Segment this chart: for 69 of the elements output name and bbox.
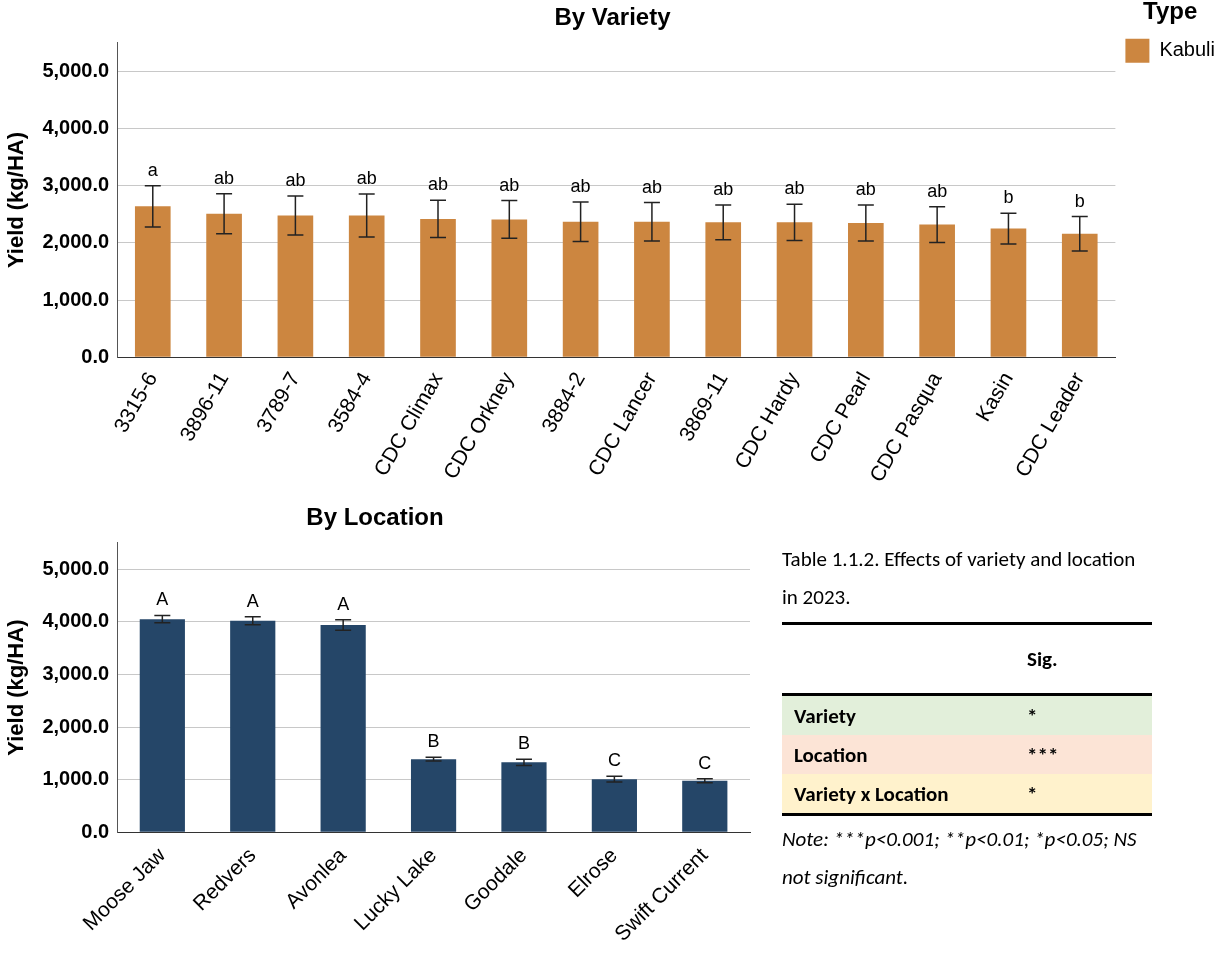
- category-label: Variety x Location: [794, 780, 949, 807]
- y-tick-label: 1,000.0: [42, 767, 110, 790]
- text: *: [1027, 780, 1038, 807]
- annotation: b: [1003, 187, 1014, 208]
- chart-title: By Variety: [554, 3, 672, 31]
- annotation: ab: [427, 174, 449, 195]
- bar: [420, 218, 456, 357]
- legend-label: Kabuli: [1159, 38, 1216, 61]
- bar: [348, 215, 385, 357]
- y-tick-label: 4,000.0: [42, 116, 110, 139]
- annotation: C: [607, 750, 621, 771]
- annotation: B: [427, 731, 440, 752]
- bar: [705, 222, 742, 357]
- category-label: Variety: [794, 702, 856, 729]
- category-label: Sig.: [1027, 646, 1058, 672]
- y-tick-label: 2,000.0: [42, 714, 110, 737]
- y-axis-title: Yield (kg/HA): [3, 619, 29, 756]
- bar: [139, 619, 185, 832]
- bar: [848, 222, 884, 357]
- annotation: A: [156, 589, 169, 610]
- annotation: ab: [214, 167, 235, 188]
- text: *: [1027, 702, 1038, 729]
- bar: [682, 780, 728, 832]
- annotation: a: [147, 159, 159, 180]
- y-tick-label: 0.0: [81, 819, 110, 842]
- annotation: ab: [927, 180, 948, 201]
- annotation: ab: [855, 178, 876, 199]
- bar: [491, 219, 528, 357]
- bar: [230, 620, 276, 832]
- text: Note: ***p<0.001; **p<0.01; *p<0.05; NS not significant.: [782, 825, 1138, 892]
- annotation: b: [1074, 190, 1085, 211]
- bar: [410, 759, 457, 832]
- annotation: C: [698, 752, 712, 773]
- y-tick-label: 0.0: [81, 344, 110, 367]
- bar: [320, 624, 366, 832]
- annotation: ab: [499, 174, 520, 195]
- text: ***: [1027, 741, 1059, 768]
- bar: [562, 221, 599, 357]
- bar: [1061, 233, 1098, 357]
- chart-title: By Location: [306, 503, 444, 531]
- annotation: ab: [570, 176, 591, 196]
- bar: [277, 215, 314, 357]
- bar: [990, 228, 1027, 357]
- y-tick-label: 1,000.0: [42, 287, 110, 310]
- annotation: B: [517, 733, 530, 754]
- bar: [919, 224, 955, 357]
- annotation: A: [246, 590, 259, 611]
- bar: [206, 213, 242, 357]
- y-tick-label: 4,000.0: [42, 609, 110, 632]
- annotation: ab: [713, 178, 734, 199]
- annotation: A: [337, 593, 350, 614]
- category-label: Location: [794, 741, 868, 768]
- bar: [134, 206, 171, 357]
- y-tick-label: 2,000.0: [42, 230, 110, 253]
- y-axis-title: Yield (kg/HA): [3, 131, 29, 269]
- annotation: ab: [356, 168, 377, 188]
- legend-title: Type: [1143, 0, 1198, 24]
- bar: [634, 221, 670, 357]
- bar: [501, 762, 547, 832]
- bar: [591, 779, 637, 832]
- annotation: ab: [641, 176, 662, 197]
- y-tick-label: 3,000.0: [42, 661, 110, 684]
- y-tick-label: 5,000.0: [42, 58, 110, 81]
- annotation: ab: [285, 170, 306, 190]
- bar: [776, 222, 813, 357]
- y-tick-label: 5,000.0: [42, 556, 110, 579]
- y-tick-label: 3,000.0: [42, 173, 110, 196]
- text: Table 1.1.2. Effects of variety and location in 2023.: [782, 545, 1137, 612]
- annotation: ab: [784, 178, 805, 199]
